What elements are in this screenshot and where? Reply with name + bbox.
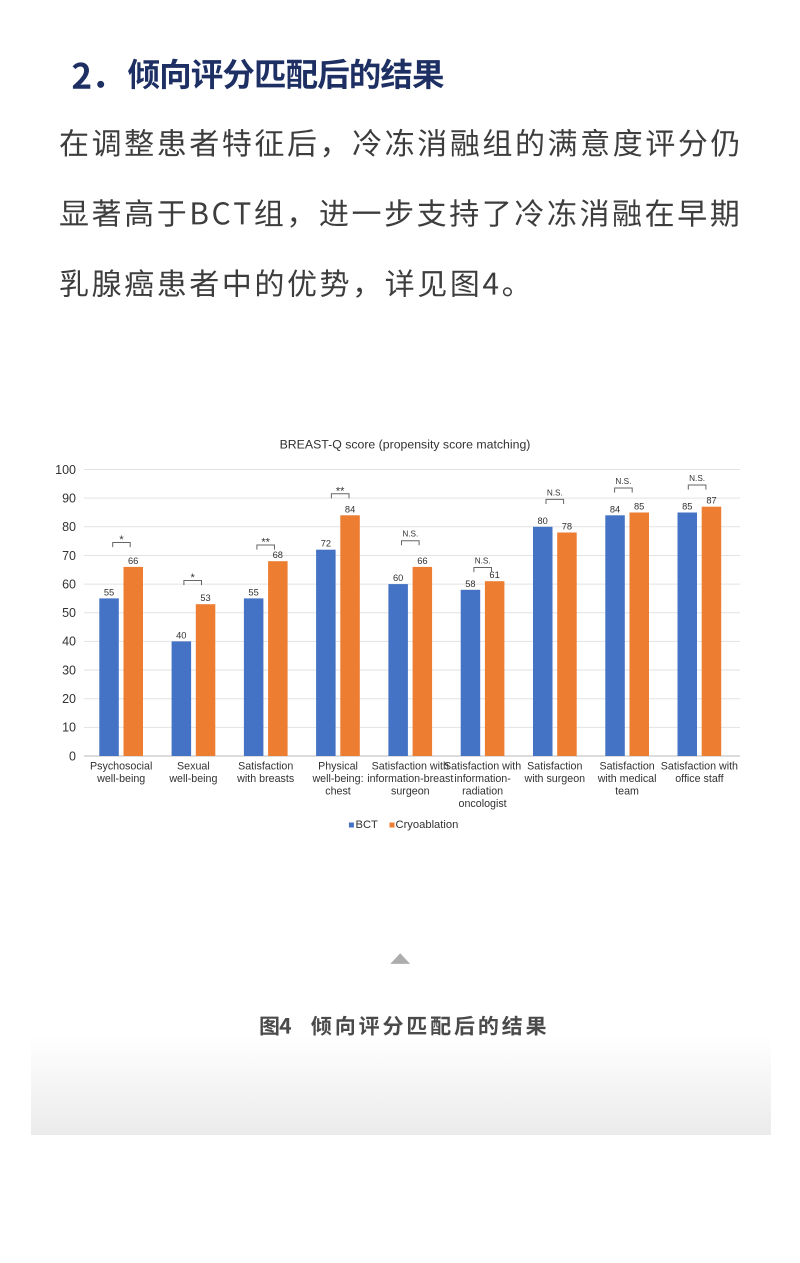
svg-text:72: 72 [321, 539, 331, 549]
svg-text:0: 0 [69, 749, 76, 763]
svg-text:Satisfaction with: Satisfaction with [372, 760, 449, 772]
svg-text:radiation: radiation [462, 785, 503, 797]
svg-text:53: 53 [200, 593, 210, 603]
svg-text:information-: information- [454, 773, 511, 785]
svg-text:20: 20 [62, 692, 76, 706]
svg-text:*: * [119, 534, 124, 546]
svg-text:well-being: well-being [168, 773, 217, 785]
svg-text:30: 30 [62, 663, 76, 677]
svg-text:85: 85 [682, 502, 692, 512]
svg-text:61: 61 [489, 570, 499, 580]
svg-text:55: 55 [248, 587, 258, 597]
svg-text:55: 55 [104, 587, 114, 597]
svg-text:well-being:: well-being: [311, 773, 363, 785]
svg-text:Physical: Physical [318, 760, 358, 772]
svg-text:BREAST-Q score (propensity sco: BREAST-Q score (propensity score matchin… [280, 438, 531, 452]
svg-text:50: 50 [62, 606, 76, 620]
svg-text:office staff: office staff [675, 773, 723, 785]
svg-text:Satisfaction: Satisfaction [238, 760, 293, 772]
svg-text:N.S.: N.S. [475, 557, 491, 566]
svg-text:with surgeon: with surgeon [523, 773, 585, 785]
svg-text:Psychosocial: Psychosocial [90, 760, 152, 772]
svg-text:Cryoablation: Cryoablation [396, 819, 459, 831]
svg-text:80: 80 [62, 520, 76, 534]
svg-text:N.S.: N.S. [615, 477, 631, 486]
svg-text:66: 66 [128, 556, 138, 566]
svg-text:surgeon: surgeon [391, 785, 430, 797]
svg-text:40: 40 [176, 630, 186, 640]
svg-text:84: 84 [345, 504, 355, 514]
svg-text:58: 58 [465, 579, 475, 589]
svg-text:with breasts: with breasts [236, 773, 294, 785]
svg-text:80: 80 [538, 516, 548, 526]
svg-text:team: team [615, 785, 639, 797]
svg-text:well-being: well-being [96, 773, 145, 785]
svg-text:N.S.: N.S. [402, 530, 418, 539]
svg-text:**: ** [336, 486, 345, 498]
svg-text:information-breast: information-breast [367, 773, 453, 785]
svg-text:78: 78 [562, 522, 572, 532]
svg-text:Satisfaction: Satisfaction [599, 760, 654, 772]
svg-text:87: 87 [706, 496, 716, 506]
svg-text:N.S.: N.S. [547, 488, 563, 497]
svg-text:100: 100 [55, 463, 76, 477]
svg-text:68: 68 [273, 550, 283, 560]
svg-text:oncologist: oncologist [459, 798, 507, 810]
svg-text:Satisfaction with: Satisfaction with [444, 760, 521, 772]
svg-text:Satisfaction: Satisfaction [527, 760, 582, 772]
svg-text:90: 90 [62, 491, 76, 505]
svg-text:10: 10 [62, 721, 76, 735]
svg-text:*: * [191, 572, 196, 584]
svg-text:BCT: BCT [356, 819, 379, 831]
svg-text:84: 84 [610, 504, 620, 514]
svg-text:chest: chest [325, 785, 351, 797]
svg-text:Sexual: Sexual [177, 760, 210, 772]
svg-text:with medical: with medical [597, 773, 657, 785]
svg-text:Satisfaction with: Satisfaction with [661, 760, 738, 772]
svg-text:60: 60 [393, 573, 403, 583]
svg-text:60: 60 [62, 577, 76, 591]
svg-text:66: 66 [417, 556, 427, 566]
svg-text:70: 70 [62, 549, 76, 563]
svg-text:85: 85 [634, 502, 644, 512]
svg-text:40: 40 [62, 635, 76, 649]
svg-text:**: ** [261, 537, 270, 549]
svg-text:N.S.: N.S. [689, 474, 705, 483]
